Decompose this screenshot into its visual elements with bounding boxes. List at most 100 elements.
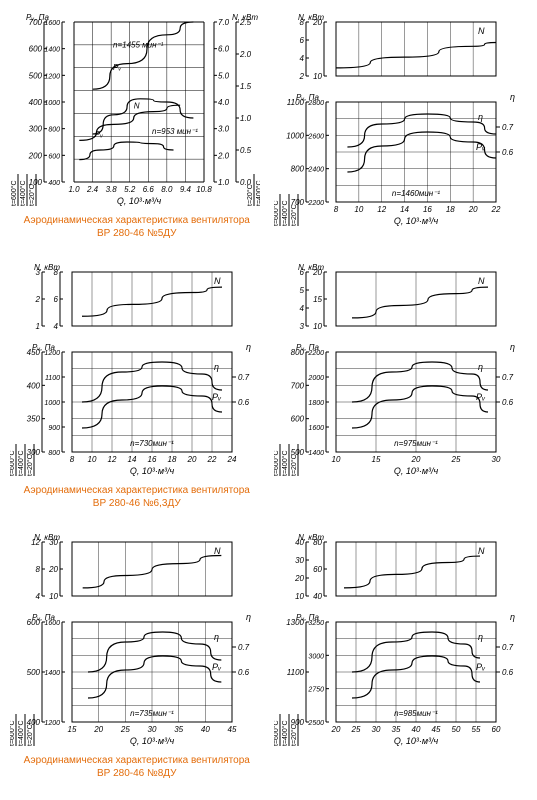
svg-text:300: 300 [29, 125, 43, 134]
svg-text:Q, 10³·м³/ч: Q, 10³·м³/ч [393, 216, 438, 226]
charts-grid: 1.02.43.85.26.68.09.410.8Pᵥ, Па100200300… [10, 10, 527, 790]
svg-text:10: 10 [88, 455, 97, 464]
svg-text:600: 600 [48, 153, 60, 160]
svg-text:50: 50 [451, 725, 460, 734]
svg-text:η: η [246, 342, 251, 352]
svg-text:600: 600 [290, 415, 304, 424]
svg-text:N: N [214, 546, 221, 556]
svg-text:1200: 1200 [44, 350, 60, 357]
svg-text:30: 30 [148, 725, 157, 734]
svg-text:t=20°C: t=20°C [28, 184, 36, 206]
svg-text:1400: 1400 [308, 450, 324, 457]
svg-text:1100: 1100 [45, 375, 60, 382]
svg-text:10: 10 [331, 455, 340, 464]
svg-text:1: 1 [36, 322, 40, 331]
svg-text:500: 500 [29, 71, 43, 80]
svg-text:Q, 10³·м³/ч: Q, 10³·м³/ч [130, 466, 175, 476]
svg-text:t=20°C: t=20°C [290, 454, 298, 476]
svg-text:3.0: 3.0 [218, 125, 230, 134]
svg-text:2: 2 [298, 72, 304, 81]
svg-text:t=20°C: t=20°C [246, 184, 254, 206]
chart-svg: N, кВт24681020N810121416182022Pᵥ, Па7008… [274, 10, 524, 230]
svg-text:1000: 1000 [286, 131, 304, 140]
svg-text:N: N [214, 276, 221, 286]
svg-text:2000: 2000 [307, 375, 324, 382]
svg-text:t=400°C: t=400°C [281, 720, 289, 746]
svg-text:15: 15 [313, 295, 322, 304]
svg-text:η: η [214, 362, 219, 372]
caption-line1: Аэродинамическая характеристика вентилят… [24, 485, 250, 496]
svg-text:2.4: 2.4 [86, 185, 99, 194]
svg-text:1100: 1100 [286, 98, 304, 107]
svg-text:800: 800 [290, 348, 304, 357]
svg-text:2800: 2800 [307, 100, 324, 107]
svg-text:2.0: 2.0 [239, 50, 252, 59]
svg-text:18: 18 [168, 455, 177, 464]
svg-text:5.0: 5.0 [218, 71, 230, 80]
chart-4: N, кВт3456101520N1015202530Pᵥ, Па5006007… [274, 260, 528, 520]
svg-text:t=600°C: t=600°C [10, 450, 16, 476]
svg-text:2.0: 2.0 [217, 151, 230, 160]
svg-text:2400: 2400 [307, 167, 324, 174]
svg-text:1200: 1200 [44, 73, 60, 80]
svg-text:8: 8 [333, 205, 338, 214]
svg-text:55: 55 [471, 725, 480, 734]
svg-text:3: 3 [36, 268, 41, 277]
caption-line1: Аэродинамическая характеристика вентилят… [24, 215, 250, 226]
caption-line1: Аэродинамическая характеристика вентилят… [24, 755, 250, 766]
svg-text:6.0: 6.0 [218, 45, 230, 54]
svg-text:800: 800 [48, 450, 60, 457]
svg-text:η: η [510, 342, 515, 352]
svg-text:25: 25 [450, 455, 460, 464]
chart-5: N, кВт4812102030N15202530354045Pᵥ, Па400… [10, 530, 264, 790]
svg-text:40: 40 [201, 725, 210, 734]
svg-text:t=600°C: t=600°C [274, 200, 280, 226]
svg-text:20: 20 [467, 205, 477, 214]
svg-text:t=400°C: t=400°C [17, 720, 25, 746]
svg-text:1.0: 1.0 [218, 178, 230, 187]
svg-text:8: 8 [299, 18, 304, 27]
svg-text:0.7: 0.7 [238, 373, 250, 382]
svg-text:14: 14 [400, 205, 409, 214]
svg-text:10: 10 [313, 322, 322, 331]
svg-text:6: 6 [299, 36, 304, 45]
svg-text:8: 8 [70, 455, 75, 464]
caption-line2: ВР 280-46 №8ДУ [97, 768, 177, 779]
svg-text:N: N [478, 276, 485, 286]
svg-text:0.6: 0.6 [502, 668, 514, 677]
svg-text:0.6: 0.6 [502, 148, 514, 157]
svg-text:18: 18 [445, 205, 454, 214]
svg-text:600: 600 [27, 618, 41, 627]
svg-text:η: η [214, 632, 219, 642]
svg-text:900: 900 [48, 425, 60, 432]
svg-text:20: 20 [312, 268, 322, 277]
svg-text:η: η [510, 612, 515, 622]
svg-text:45: 45 [431, 725, 440, 734]
svg-text:n=1455 мин⁻¹: n=1455 мин⁻¹ [113, 41, 164, 50]
svg-text:22: 22 [207, 455, 217, 464]
chart-1: 1.02.43.85.26.68.09.410.8Pᵥ, Па100200300… [10, 10, 264, 250]
svg-text:2200: 2200 [307, 200, 324, 207]
svg-text:η: η [478, 112, 483, 122]
svg-text:1.5: 1.5 [240, 82, 252, 91]
svg-text:4: 4 [36, 592, 41, 601]
svg-text:8: 8 [36, 565, 41, 574]
svg-text:1100: 1100 [286, 668, 304, 677]
svg-text:800: 800 [290, 165, 304, 174]
svg-text:0.7: 0.7 [502, 373, 514, 382]
svg-text:Q, 10³·м³/ч: Q, 10³·м³/ч [393, 466, 438, 476]
svg-text:1000: 1000 [44, 400, 60, 407]
svg-text:t=600°C: t=600°C [10, 720, 16, 746]
svg-text:0.7: 0.7 [502, 643, 514, 652]
svg-text:25: 25 [120, 725, 130, 734]
svg-text:4: 4 [54, 322, 59, 331]
svg-text:7.0: 7.0 [218, 18, 230, 27]
chart-svg: N, кВт4812102030N15202530354045Pᵥ, Па400… [10, 530, 260, 750]
svg-text:12: 12 [108, 455, 117, 464]
svg-text:40: 40 [411, 725, 420, 734]
svg-text:20: 20 [93, 725, 103, 734]
svg-text:n=953 мин⁻¹: n=953 мин⁻¹ [152, 127, 198, 136]
svg-text:200: 200 [28, 151, 43, 160]
svg-text:t=20°C: t=20°C [290, 724, 298, 746]
svg-text:10.8: 10.8 [196, 185, 212, 194]
